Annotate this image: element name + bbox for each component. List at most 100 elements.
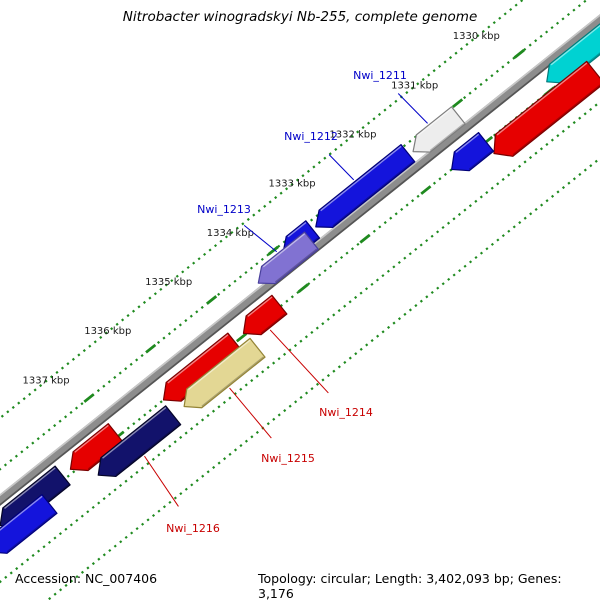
ruler-minor-dot bbox=[228, 452, 232, 456]
ruler-minor-dot bbox=[449, 56, 453, 60]
ruler-major-tick bbox=[359, 233, 371, 244]
ruler-minor-dot bbox=[91, 505, 95, 509]
ruler-minor-dot bbox=[244, 383, 248, 387]
ruler-minor-dot bbox=[561, 129, 565, 133]
ruler-minor-dot bbox=[135, 358, 139, 362]
ruler-minor-dot bbox=[556, 190, 560, 194]
gene-label-Nwi_1215[interactable]: Nwi_1215 bbox=[261, 452, 315, 465]
ruler-minor-dot bbox=[408, 252, 412, 256]
ruler-minor-dot bbox=[104, 331, 108, 335]
ruler-minor-dot bbox=[540, 203, 544, 207]
ruler-minor-dot bbox=[430, 234, 434, 238]
gene-arrow-Nwi_1216[interactable] bbox=[91, 405, 182, 485]
ruler-minor-dot bbox=[250, 435, 254, 439]
ruler-minor-dot bbox=[22, 397, 26, 401]
ruler-minor-dot bbox=[388, 104, 392, 108]
ruler-minor-dot bbox=[485, 247, 489, 251]
ruler-minor-dot bbox=[274, 195, 278, 200]
ruler-minor-dot bbox=[9, 458, 13, 463]
ruler-minor-dot bbox=[86, 566, 90, 570]
ruler-minor-dot bbox=[361, 126, 365, 130]
genome-backbone bbox=[0, 0, 600, 558]
gene-arrow-highlight bbox=[287, 221, 307, 238]
ruler-minor-dot bbox=[47, 428, 51, 432]
gene-arrow-blue-gene-b[interactable] bbox=[444, 131, 495, 179]
ruler-minor-dot bbox=[173, 327, 177, 331]
ruler-minor-dot bbox=[0, 580, 2, 584]
gene-label-Nwi_1212[interactable]: Nwi_1212 bbox=[284, 130, 338, 143]
ruler-minor-dot bbox=[64, 527, 68, 531]
ruler-minor-dot bbox=[512, 225, 516, 229]
topology-stats-text: Topology: circular; Length: 3,402,093 bp… bbox=[258, 571, 562, 600]
gene-label-Nwi_1213[interactable]: Nwi_1213 bbox=[197, 203, 251, 216]
ruler-minor-dot bbox=[447, 277, 451, 281]
gene-arrow-red-gene-b[interactable] bbox=[156, 332, 244, 409]
gene-label-Nwi_1211[interactable]: Nwi_1211 bbox=[353, 69, 407, 82]
ruler-minor-dot bbox=[377, 112, 382, 116]
gene-arrow-blue-gene-c[interactable] bbox=[0, 493, 58, 562]
ruler-minor-dot bbox=[315, 382, 320, 386]
ruler-minor-dot bbox=[252, 213, 256, 217]
ruler-minor-dot bbox=[589, 107, 593, 111]
ruler-minor-dot bbox=[82, 349, 86, 353]
ruler-minor-dot bbox=[217, 461, 221, 465]
gene-label-Nwi_1216[interactable]: Nwi_1216 bbox=[166, 522, 220, 535]
gene-arrow-highlight bbox=[0, 495, 43, 536]
ruler-major-tick bbox=[513, 49, 525, 59]
ruler-minor-dot bbox=[25, 445, 29, 449]
ruler-minor-dot bbox=[470, 38, 474, 42]
ruler-minor-dot bbox=[465, 42, 469, 47]
ruler-minor-dot bbox=[458, 269, 462, 273]
gene-arrow-red-gene-a[interactable] bbox=[485, 60, 600, 164]
page-title: Nitrobacter winogradskyi Nb-255, complet… bbox=[122, 9, 478, 25]
ruler-minor-dot bbox=[102, 384, 106, 388]
ruler-minor-dot bbox=[348, 300, 352, 304]
ruler-minor-dot bbox=[6, 410, 10, 414]
gene-arrow-Nwi_1215[interactable] bbox=[177, 337, 266, 415]
ruler-minor-dot bbox=[140, 466, 144, 470]
ruler-minor-dot bbox=[159, 287, 163, 291]
gene-arrow-Nwi_1211[interactable] bbox=[406, 106, 466, 160]
ruler-minor-dot bbox=[250, 379, 254, 383]
ruler-minor-dot bbox=[408, 308, 412, 312]
gene-arrow-Nwi_1214[interactable] bbox=[236, 294, 288, 342]
ruler-minor-dot bbox=[272, 361, 276, 365]
ruler-minor-dot bbox=[370, 282, 374, 286]
ruler-minor-dot bbox=[179, 435, 183, 439]
ruler-minor-dot bbox=[42, 432, 46, 436]
ruler-minor-dot bbox=[476, 34, 480, 38]
ruler-minor-dot bbox=[473, 87, 478, 91]
ruler-minor-dot bbox=[503, 12, 507, 16]
ruler-minor-dot bbox=[484, 78, 489, 82]
ruler-minor-dot bbox=[168, 500, 172, 504]
ruler-minor-dot bbox=[375, 278, 380, 282]
ruler-minor-dot bbox=[69, 410, 73, 414]
ruler-minor-dot bbox=[545, 30, 549, 34]
gene-arrow-Nwi_1212[interactable] bbox=[309, 143, 416, 236]
ruler-minor-dot bbox=[432, 69, 436, 73]
ruler-minor-dot bbox=[528, 156, 533, 160]
gene-label-Nwi_1214[interactable]: Nwi_1214 bbox=[319, 406, 373, 419]
ruler-minor-dot bbox=[310, 330, 314, 335]
gene-arrow-red-gene-c[interactable] bbox=[63, 423, 124, 479]
gene-arrow-Nwi_1213[interactable] bbox=[251, 231, 319, 292]
gene-label-line-Nwi_1214 bbox=[269, 329, 329, 394]
ruler-minor-dot bbox=[142, 300, 146, 305]
ruler-minor-dot bbox=[203, 252, 207, 256]
ruler-minor-dot bbox=[66, 362, 70, 366]
gene-label-line-Nwi_1211 bbox=[397, 93, 428, 124]
ruler-minor-dot bbox=[518, 220, 522, 225]
ruler-minor-dot bbox=[561, 17, 565, 21]
gene-arrow-highlight bbox=[247, 296, 273, 317]
ruler-minor-dot bbox=[3, 463, 8, 467]
ruler-minor-dot bbox=[501, 234, 505, 238]
gene-arrow-highlight bbox=[167, 334, 229, 384]
ruler-minor-dot bbox=[37, 549, 41, 553]
ruler-minor-dot bbox=[213, 244, 218, 248]
ruler-minor-dot bbox=[219, 239, 223, 243]
ruler-minor-dot bbox=[387, 325, 391, 330]
ruler-minor-dot bbox=[583, 112, 587, 116]
ruler-label-1337: 1337 kbp bbox=[23, 375, 70, 386]
ruler-minor-dot bbox=[277, 413, 281, 417]
ruler-minor-dot bbox=[389, 216, 393, 220]
